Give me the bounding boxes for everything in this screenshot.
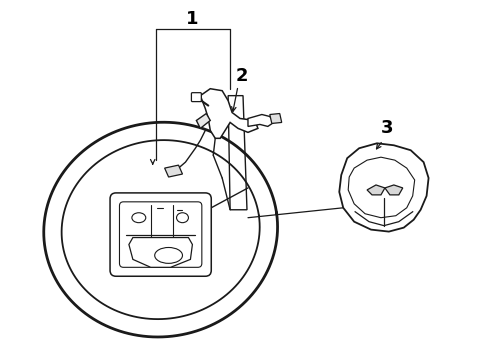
Polygon shape xyxy=(44,122,277,337)
Polygon shape xyxy=(165,165,182,177)
Ellipse shape xyxy=(155,247,182,264)
Polygon shape xyxy=(367,185,385,195)
FancyBboxPatch shape xyxy=(110,193,211,276)
Polygon shape xyxy=(339,143,429,231)
Polygon shape xyxy=(248,114,274,126)
Text: 1: 1 xyxy=(186,10,198,28)
Polygon shape xyxy=(270,113,282,123)
Polygon shape xyxy=(129,238,193,267)
FancyBboxPatch shape xyxy=(192,93,201,102)
Polygon shape xyxy=(385,185,403,195)
Ellipse shape xyxy=(132,213,146,223)
Ellipse shape xyxy=(176,213,189,223)
Text: 2: 2 xyxy=(236,67,248,85)
Text: 3: 3 xyxy=(381,120,393,138)
Polygon shape xyxy=(228,96,247,210)
Polygon shape xyxy=(196,113,210,129)
FancyBboxPatch shape xyxy=(120,202,202,267)
Polygon shape xyxy=(200,89,258,138)
